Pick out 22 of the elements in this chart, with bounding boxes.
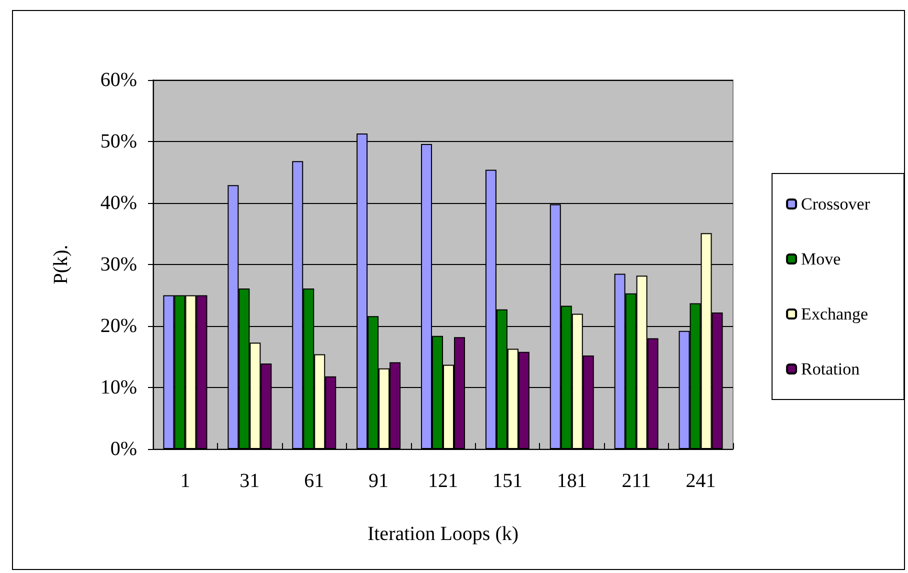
legend-label: Move — [801, 250, 841, 268]
y-tick-label: 30% — [100, 254, 137, 276]
x-tick-label: 151 — [492, 470, 522, 492]
y-axis-title: P(k). — [50, 244, 72, 284]
y-tick-label: 20% — [100, 315, 137, 337]
x-tick-label: 181 — [556, 470, 587, 492]
y-tick-label: 60% — [100, 69, 137, 91]
legend-label: Exchange — [801, 304, 868, 324]
y-tick-label: 50% — [100, 130, 137, 152]
y-tick-label: 10% — [100, 376, 137, 398]
x-tick-label: 61 — [304, 470, 324, 492]
x-tick-label: 31 — [240, 470, 260, 492]
y-tick-label: 40% — [100, 192, 137, 214]
x-axis-title: Iteration Loops (k) — [367, 523, 519, 545]
y-tick-label: 0% — [110, 438, 137, 460]
x-tick-label: 241 — [686, 470, 716, 492]
x-tick-label: 91 — [368, 470, 389, 492]
x-tick-label: 211 — [622, 470, 651, 492]
x-tick-label: 1 — [180, 470, 190, 492]
legend-label: Crossover — [801, 194, 870, 214]
legend-label: Rotation — [801, 360, 860, 378]
x-tick-label: 121 — [428, 470, 458, 492]
